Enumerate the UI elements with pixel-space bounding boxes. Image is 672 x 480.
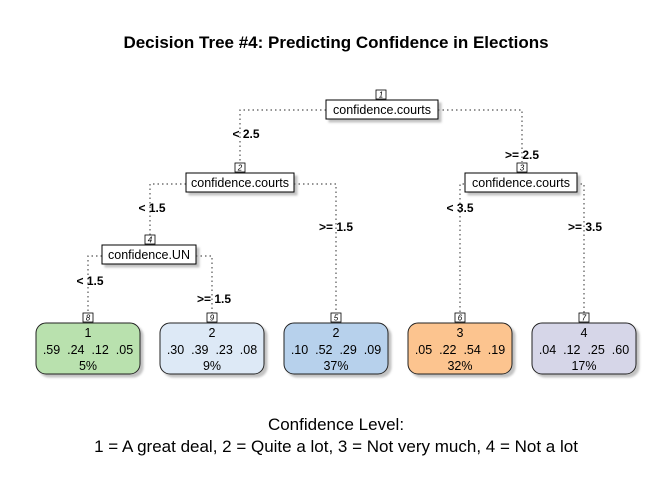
tree-connectors bbox=[87, 109, 585, 313]
split-node-2: 2 confidence.courts bbox=[185, 162, 295, 193]
leaf-node-6: 6 3 .05 .22 .54 .19 32% bbox=[407, 312, 513, 375]
leaf-node-8: 8 1 .59 .24 .12 .05 5% bbox=[35, 312, 141, 375]
leaf-percent: 9% bbox=[203, 359, 221, 373]
node-number: 6 bbox=[458, 314, 463, 323]
node-number: 4 bbox=[148, 236, 153, 245]
node-number: 2 bbox=[237, 164, 243, 173]
edge-label-node4-right: >= 1.5 bbox=[197, 292, 231, 306]
node-number: 1 bbox=[379, 91, 383, 100]
node-number: 7 bbox=[582, 314, 587, 323]
edge-label-node3-right: >= 3.5 bbox=[568, 220, 602, 234]
legend-caption-heading: Confidence Level: bbox=[268, 415, 404, 434]
leaf-probabilities: .30 .39 .23 .08 bbox=[167, 343, 257, 357]
node-number: 5 bbox=[334, 314, 339, 323]
leaf-class: 2 bbox=[333, 326, 340, 340]
leaf-percent: 5% bbox=[79, 359, 97, 373]
edge-label-node2-left: < 1.5 bbox=[138, 201, 165, 215]
split-label: confidence.courts bbox=[333, 103, 431, 117]
node-number: 9 bbox=[210, 314, 215, 323]
diagram-title: Decision Tree #4: Predicting Confidence … bbox=[123, 33, 548, 52]
leaf-node-5: 5 2 .10 .52 .29 .09 37% bbox=[283, 312, 389, 375]
leaf-probabilities: .04 .12 .25 .60 bbox=[539, 343, 629, 357]
split-node-1: 1 confidence.courts bbox=[325, 89, 439, 120]
node-number: 8 bbox=[86, 314, 91, 323]
leaf-probabilities: .59 .24 .12 .05 bbox=[43, 343, 133, 357]
edge-label-node2-right: >= 1.5 bbox=[319, 220, 353, 234]
leaf-class: 2 bbox=[209, 326, 216, 340]
leaf-probabilities: .05 .22 .54 .19 bbox=[415, 343, 505, 357]
edge-label-node3-left: < 3.5 bbox=[446, 201, 473, 215]
legend-caption-classes: 1 = A great deal, 2 = Quite a lot, 3 = N… bbox=[94, 437, 578, 456]
split-label: confidence.UN bbox=[108, 248, 190, 262]
leaf-percent: 32% bbox=[447, 359, 472, 373]
leaf-percent: 37% bbox=[323, 359, 348, 373]
split-label: confidence.courts bbox=[191, 176, 289, 190]
leaf-class: 4 bbox=[581, 326, 588, 340]
edge-label-node4-left: < 1.5 bbox=[76, 274, 103, 288]
leaf-probabilities: .10 .52 .29 .09 bbox=[291, 343, 381, 357]
leaf-class: 1 bbox=[85, 326, 92, 340]
split-node-3: 3 confidence.courts bbox=[464, 162, 578, 193]
leaf-node-7: 7 4 .04 .12 .25 .60 17% bbox=[531, 312, 637, 375]
leaf-class: 3 bbox=[457, 326, 464, 340]
edge-label-root-left: < 2.5 bbox=[232, 127, 259, 141]
leaf-percent: 17% bbox=[571, 359, 596, 373]
edge-label-root-right: >= 2.5 bbox=[505, 148, 539, 162]
split-label: confidence.courts bbox=[472, 176, 570, 190]
node-number: 3 bbox=[520, 164, 525, 173]
leaf-node-9: 9 2 .30 .39 .23 .08 9% bbox=[159, 312, 265, 375]
split-node-4: 4 confidence.UN bbox=[101, 234, 197, 265]
